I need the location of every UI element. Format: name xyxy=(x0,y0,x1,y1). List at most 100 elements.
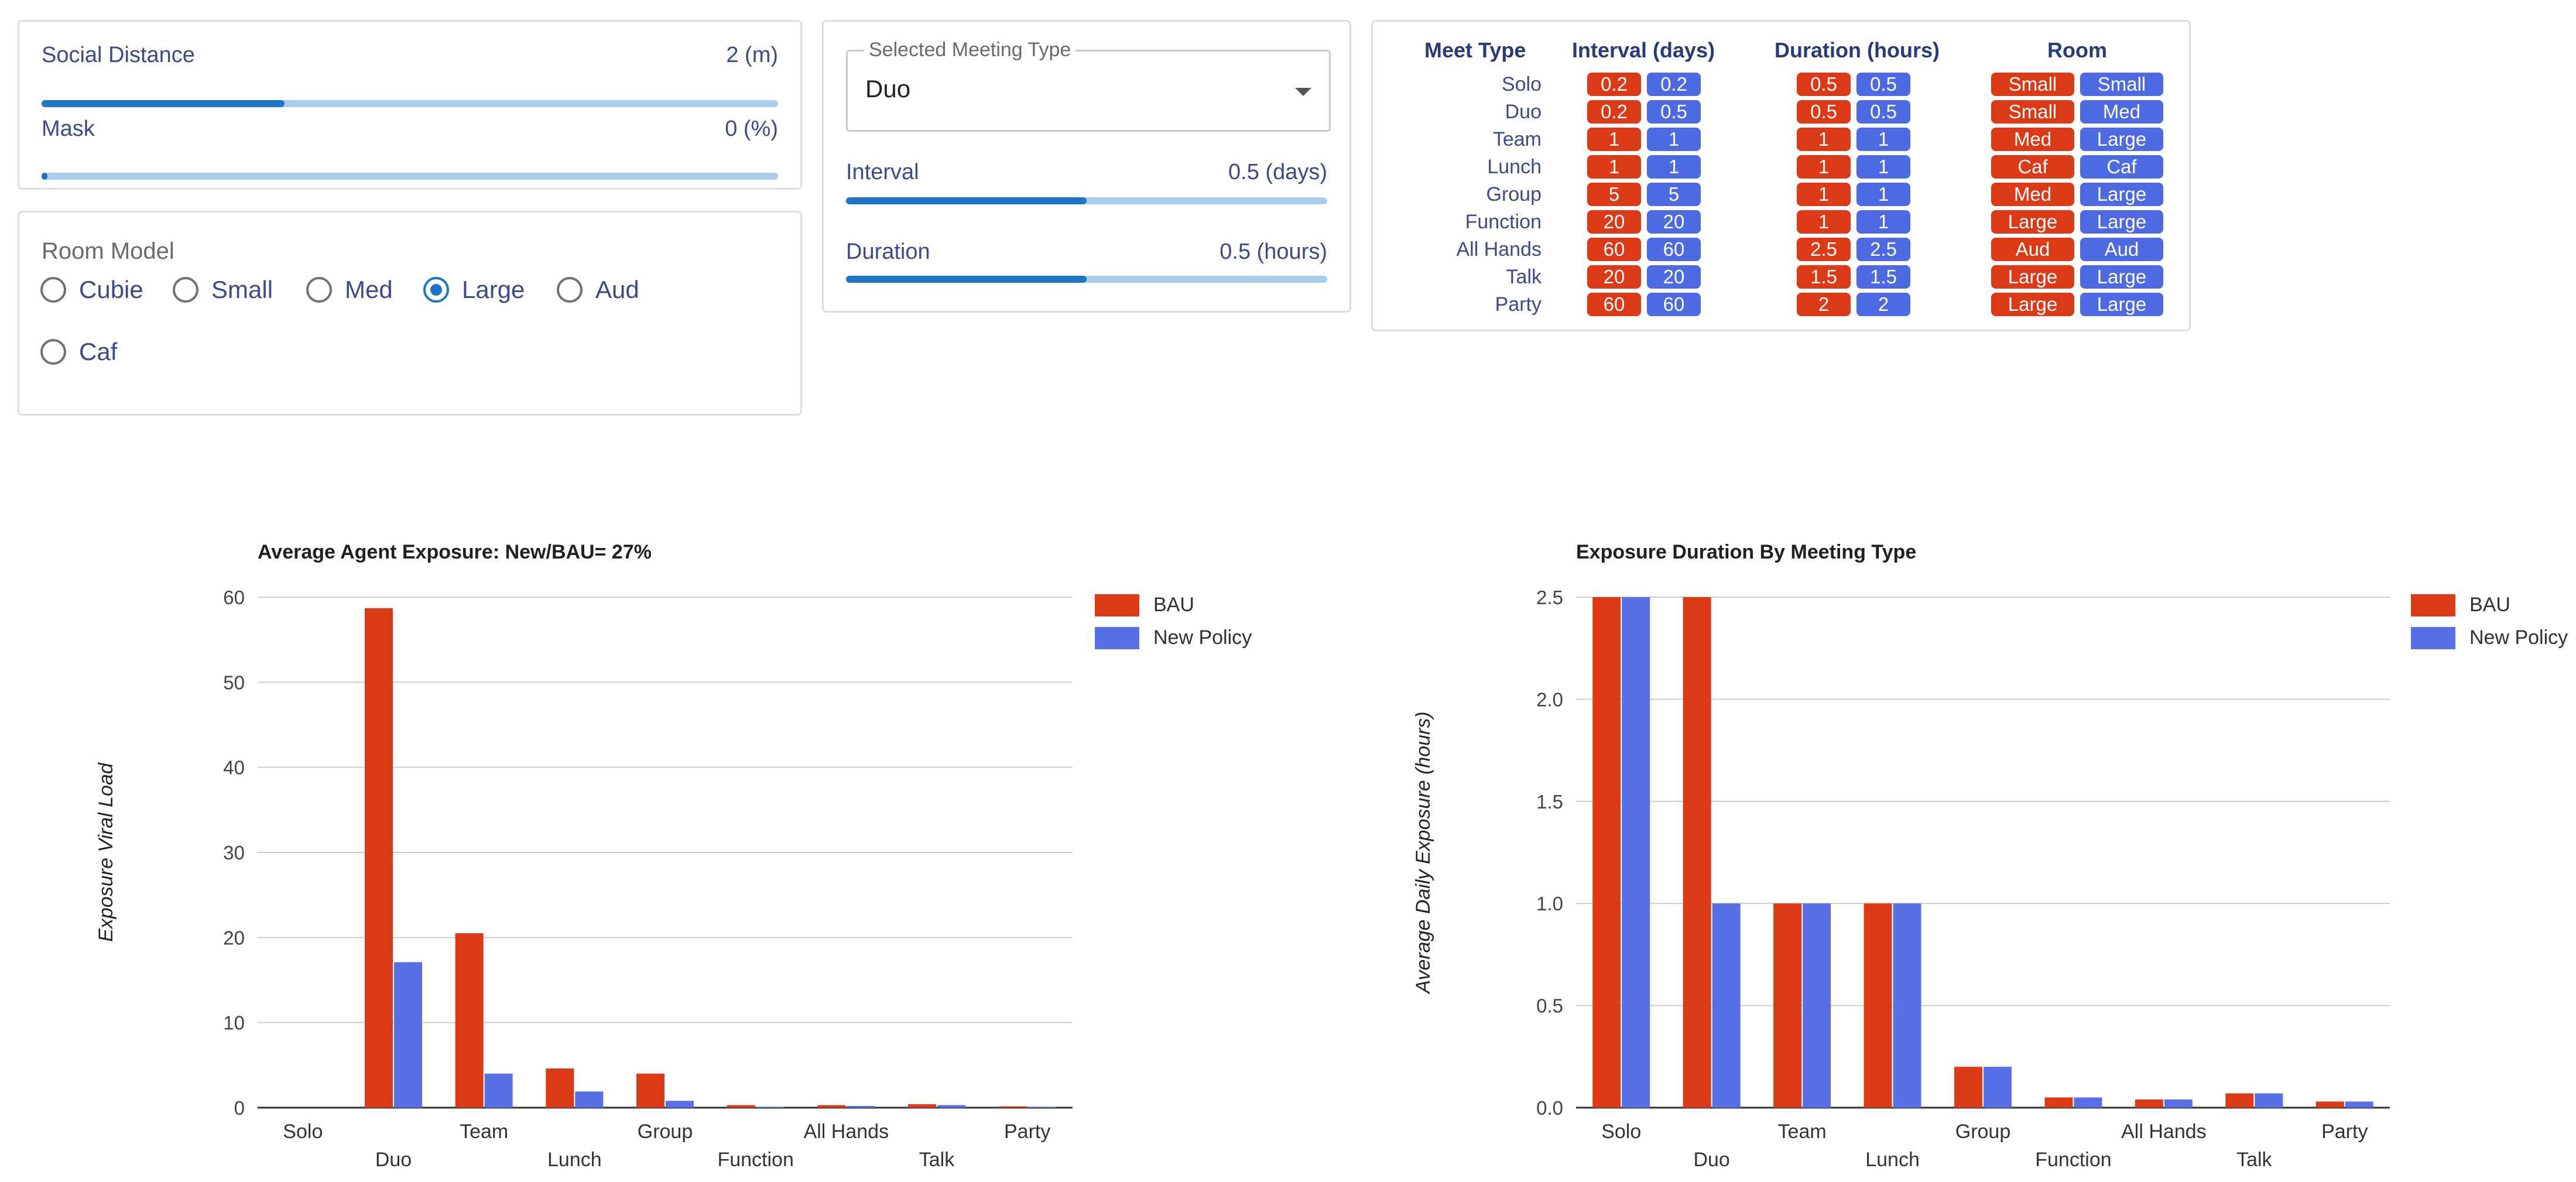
interval-bau-pill: 60 xyxy=(1587,293,1641,316)
duration-track[interactable] xyxy=(846,276,1327,283)
meeting-type-select[interactable]: Selected Meeting Type Duo xyxy=(846,39,1331,132)
radio-button-icon[interactable] xyxy=(423,277,449,303)
header-meet-type: Meet Type xyxy=(1424,38,1526,62)
header-room: Room xyxy=(2047,38,2107,62)
table-row: Group 5 5 1 1 Med Large xyxy=(1373,180,2189,208)
bar-new-policy xyxy=(2345,1101,2373,1108)
x-tick-label: Party xyxy=(1004,1121,1050,1143)
interval-new-pill: 0.5 xyxy=(1647,100,1701,124)
chart1-title: Average Agent Exposure: New/BAU= 27% xyxy=(258,541,652,563)
room-model-card: Room Model Cubie Small Med Large Aud Caf xyxy=(18,211,802,416)
x-tick-label: Group xyxy=(1955,1121,2011,1143)
y-tick-label: 2.0 xyxy=(1536,688,1563,710)
bar-new-policy xyxy=(1984,1067,2012,1108)
interval-new-pill: 1 xyxy=(1647,128,1701,151)
interval-slider[interactable]: Interval 0.5 (days) xyxy=(846,160,1327,218)
chart2-legend-bau-swatch xyxy=(2411,594,2455,616)
social-distance-slider[interactable]: Social Distance 2 (m) xyxy=(42,43,778,107)
interval-bau-pill: 0.2 xyxy=(1587,100,1641,124)
bar-bau xyxy=(2135,1099,2163,1108)
bar-new-policy xyxy=(1803,903,1831,1108)
row-meet-type: Lunch xyxy=(1487,156,1542,178)
y-tick-label: 40 xyxy=(223,757,245,779)
duration-bau-pill: 1 xyxy=(1797,210,1851,234)
chevron-down-icon[interactable] xyxy=(1295,88,1311,96)
bar-new-policy xyxy=(2164,1099,2193,1108)
room-new-pill: Large xyxy=(2080,128,2163,151)
mask-slider[interactable]: Mask 0 (%) xyxy=(42,117,778,181)
social-distance-fill xyxy=(42,100,285,107)
interval-new-pill: 60 xyxy=(1647,293,1701,316)
duration-new-pill: 2.5 xyxy=(1856,238,1910,261)
table-row: Party 60 60 2 2 Large Large xyxy=(1373,290,2189,318)
chart2-title: Exposure Duration By Meeting Type xyxy=(1576,541,1917,563)
y-axis-label: Exposure Viral Load xyxy=(95,762,117,942)
room-new-pill: Caf xyxy=(2080,155,2163,179)
bar-new-policy xyxy=(1027,1106,1056,1108)
x-tick-label: Duo xyxy=(1693,1149,1729,1171)
radio-caf[interactable]: Caf xyxy=(40,338,117,366)
chart-agent-exposure: Average Agent Exposure: New/BAU= 27% BAU… xyxy=(70,527,1288,1182)
radio-button-icon[interactable] xyxy=(40,339,66,365)
bar-bau xyxy=(1592,597,1621,1108)
row-meet-type: Duo xyxy=(1505,101,1542,123)
interval-fill xyxy=(846,197,1087,204)
duration-bau-pill: 1 xyxy=(1797,183,1851,206)
bar-new-policy xyxy=(1622,597,1650,1108)
radio-large[interactable]: Large xyxy=(423,276,525,304)
chart1-plot: 0 10 20 30 40 50 60 Exposure Viral Load Solo Duo T… xyxy=(95,587,1073,1171)
row-meet-type: Function xyxy=(1465,211,1542,233)
duration-new-pill: 1 xyxy=(1856,183,1910,206)
bar-new-policy xyxy=(575,1091,604,1108)
radio-label: Med xyxy=(345,276,393,303)
radio-button-icon[interactable] xyxy=(173,277,198,303)
duration-new-pill: 1 xyxy=(1856,210,1910,234)
interval-bau-pill: 20 xyxy=(1587,210,1641,234)
social-distance-track[interactable] xyxy=(42,100,778,107)
radio-label: Aud xyxy=(595,276,639,303)
y-tick-label: 1.5 xyxy=(1536,791,1563,813)
interval-new-pill: 1 xyxy=(1647,155,1701,179)
duration-slider[interactable]: Duration 0.5 (hours) xyxy=(846,239,1327,298)
mask-track[interactable] xyxy=(42,173,778,180)
bar-bau xyxy=(1683,597,1711,1108)
table-row: Team 1 1 1 1 Med Large xyxy=(1373,125,2189,153)
radio-label: Large xyxy=(462,276,525,303)
bar-bau xyxy=(998,1106,1027,1108)
radio-med[interactable]: Med xyxy=(306,276,393,304)
chart2-legend-new-label: New Policy xyxy=(2469,626,2568,649)
chart1-legend-new-swatch xyxy=(1095,626,1139,649)
bar-new-policy xyxy=(666,1101,694,1108)
radio-button-icon[interactable] xyxy=(40,277,66,303)
room-bau-pill: Small xyxy=(1991,100,2074,124)
chart2-legend-bau-label: BAU xyxy=(2469,594,2510,616)
bar-bau xyxy=(817,1105,846,1108)
meeting-parameters-table: Meet Type Interval (days) Duration (hour… xyxy=(1371,20,2191,331)
bar-new-policy xyxy=(484,1073,513,1108)
interval-track[interactable] xyxy=(846,197,1327,204)
interval-new-pill: 0.2 xyxy=(1647,73,1701,96)
radio-cubie[interactable]: Cubie xyxy=(40,276,143,304)
radio-button-icon[interactable] xyxy=(557,277,583,303)
meeting-type-value: Duo xyxy=(865,75,911,102)
interval-bau-pill: 1 xyxy=(1587,128,1641,151)
social-distance-label: Social Distance xyxy=(42,43,195,67)
distance-mask-card: Social Distance 2 (m) Mask 0 (%) xyxy=(18,20,802,190)
duration-bau-pill: 1 xyxy=(1797,155,1851,179)
radio-aud[interactable]: Aud xyxy=(557,276,639,304)
meeting-type-legend: Selected Meeting Type xyxy=(864,39,1076,61)
x-tick-label: Group xyxy=(638,1121,693,1143)
radio-small[interactable]: Small xyxy=(173,276,273,304)
room-bau-pill: Med xyxy=(1991,128,2074,151)
y-tick-label: 20 xyxy=(223,927,245,948)
bar-bau xyxy=(455,933,484,1108)
radio-button-icon[interactable] xyxy=(306,277,332,303)
room-new-pill: Large xyxy=(2080,293,2163,316)
duration-bau-pill: 0.5 xyxy=(1797,100,1851,124)
y-tick-label: 10 xyxy=(223,1012,245,1034)
duration-label: Duration xyxy=(846,239,930,264)
y-tick-label: 0.5 xyxy=(1536,995,1563,1017)
room-bau-pill: Large xyxy=(1991,293,2074,316)
chart2-legend-bau: BAU xyxy=(2411,594,2510,616)
row-meet-type: Group xyxy=(1486,183,1542,205)
